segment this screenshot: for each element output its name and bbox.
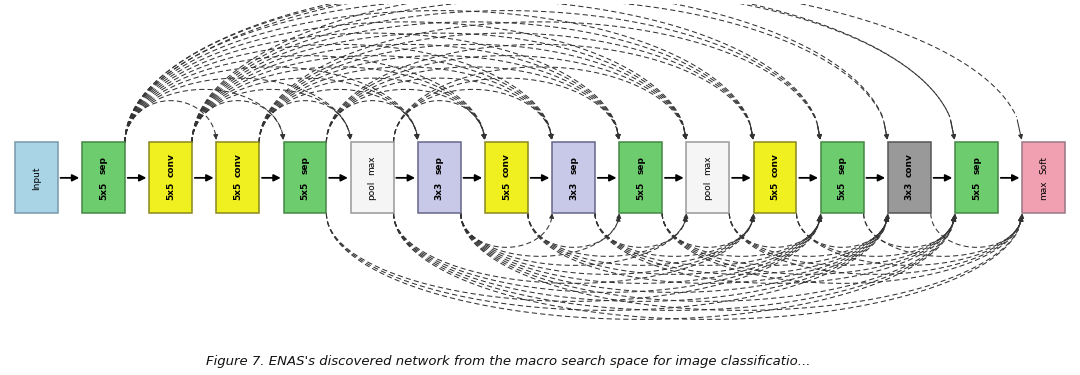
Text: 5x5: 5x5 (838, 182, 847, 200)
Text: conv: conv (233, 153, 242, 177)
FancyBboxPatch shape (418, 142, 461, 213)
Text: 3x3: 3x3 (905, 182, 914, 200)
FancyBboxPatch shape (821, 142, 864, 213)
FancyBboxPatch shape (216, 142, 259, 213)
Text: 5x5: 5x5 (502, 182, 511, 200)
Text: conv: conv (502, 153, 511, 177)
Text: Input: Input (31, 166, 41, 190)
Text: sep: sep (435, 156, 444, 174)
Text: sep: sep (838, 156, 847, 174)
FancyBboxPatch shape (955, 142, 998, 213)
Text: conv: conv (166, 153, 175, 177)
FancyBboxPatch shape (149, 142, 192, 213)
Text: pool: pool (703, 181, 713, 200)
Text: 5x5: 5x5 (233, 182, 242, 200)
Text: conv: conv (905, 153, 914, 177)
Text: 5x5: 5x5 (300, 182, 310, 200)
FancyBboxPatch shape (82, 142, 125, 213)
Text: conv: conv (770, 153, 780, 177)
FancyBboxPatch shape (15, 142, 57, 213)
Text: sep: sep (569, 156, 578, 174)
Text: 5x5: 5x5 (99, 182, 108, 200)
Text: Soft: Soft (1039, 156, 1049, 174)
Text: 5x5: 5x5 (166, 182, 175, 200)
FancyBboxPatch shape (687, 142, 729, 213)
FancyBboxPatch shape (485, 142, 528, 213)
Text: 5x5: 5x5 (636, 182, 645, 200)
FancyBboxPatch shape (619, 142, 662, 213)
FancyBboxPatch shape (552, 142, 595, 213)
Text: sep: sep (300, 156, 310, 174)
FancyBboxPatch shape (754, 142, 796, 213)
FancyBboxPatch shape (284, 142, 326, 213)
FancyBboxPatch shape (888, 142, 931, 213)
FancyBboxPatch shape (1023, 142, 1065, 213)
Text: 3x3: 3x3 (569, 182, 578, 200)
Text: sep: sep (636, 156, 645, 174)
Text: sep: sep (99, 156, 108, 174)
Text: max: max (367, 155, 377, 175)
Text: 5x5: 5x5 (770, 182, 780, 200)
Text: 5x5: 5x5 (972, 182, 981, 200)
Text: pool: pool (367, 181, 377, 200)
Text: 3x3: 3x3 (435, 182, 444, 200)
Text: max: max (1039, 181, 1049, 200)
Text: Figure 7. ENAS's discovered network from the macro search space for image classi: Figure 7. ENAS's discovered network from… (205, 355, 810, 368)
Text: max: max (703, 155, 713, 175)
Text: sep: sep (972, 156, 981, 174)
FancyBboxPatch shape (351, 142, 393, 213)
